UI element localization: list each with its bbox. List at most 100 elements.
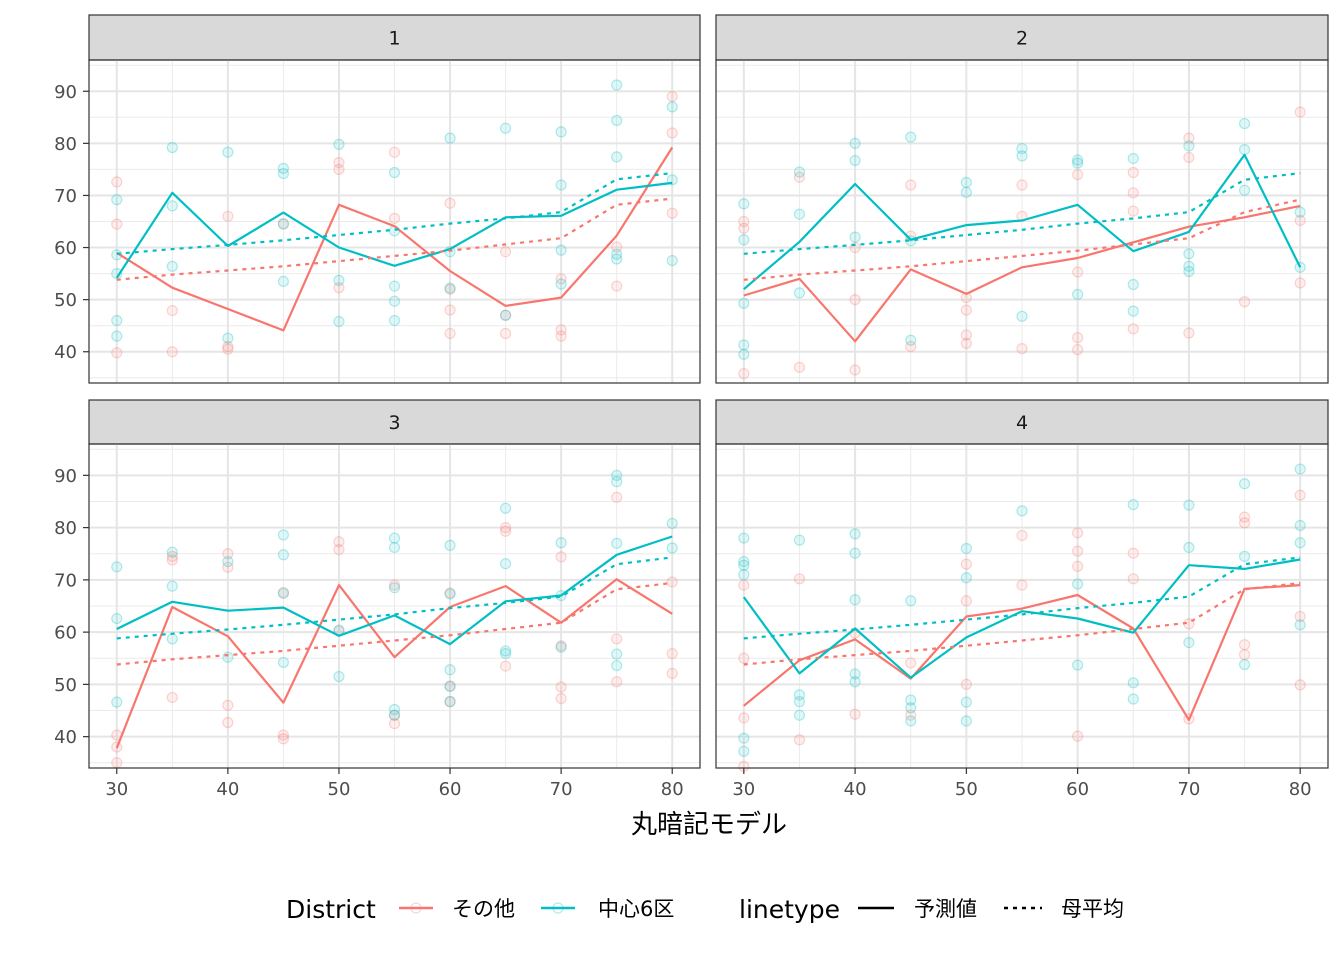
data-point	[738, 569, 750, 581]
data-point	[499, 122, 512, 134]
y-tick-label: 70	[54, 186, 77, 207]
data-point	[222, 561, 234, 573]
data-point	[793, 689, 806, 701]
data-point	[555, 278, 567, 290]
data-point	[611, 253, 623, 265]
data-point	[222, 340, 234, 353]
data-point	[793, 734, 806, 746]
data-point	[960, 304, 972, 316]
data-point	[499, 525, 512, 537]
data-point	[1238, 144, 1251, 156]
data-point	[1127, 547, 1139, 559]
data-point	[960, 696, 972, 708]
data-point	[555, 537, 567, 549]
data-point	[905, 340, 917, 353]
points-その他	[738, 106, 1306, 380]
x-tick-label: 50	[955, 779, 978, 800]
data-point	[849, 231, 861, 243]
data-point	[905, 595, 917, 607]
data-point	[444, 283, 456, 295]
data-point	[444, 197, 456, 209]
series-line	[115, 181, 673, 279]
data-point	[960, 186, 972, 198]
data-point	[793, 287, 806, 299]
data-point	[166, 260, 178, 272]
x-tick-label: 70	[1177, 779, 1200, 800]
data-point	[499, 246, 512, 258]
data-point	[960, 291, 972, 304]
strip-label-3: 3	[388, 412, 400, 434]
legend: District その他 中心6区 linetype 予測値 母平均	[286, 895, 1124, 924]
data-point	[1072, 578, 1084, 590]
data-point	[555, 179, 567, 191]
y-tick-label: 70	[54, 570, 77, 591]
data-point	[1072, 659, 1084, 671]
data-point	[222, 555, 234, 568]
data-point	[1294, 106, 1306, 118]
data-point	[499, 647, 512, 660]
data-point	[388, 541, 401, 554]
strip-2	[715, 14, 1329, 61]
data-point	[1072, 266, 1084, 278]
data-point	[793, 171, 806, 183]
data-point	[388, 582, 401, 594]
data-point	[111, 218, 123, 230]
data-point	[222, 548, 234, 560]
data-point	[666, 101, 678, 113]
data-point	[388, 166, 401, 179]
strip-label-1: 1	[388, 28, 400, 50]
data-point	[1127, 187, 1139, 199]
series-line	[116, 172, 673, 255]
strip-3	[88, 399, 701, 445]
data-point	[960, 542, 972, 555]
data-point	[738, 555, 750, 568]
data-point	[1238, 478, 1251, 490]
data-point	[666, 576, 678, 588]
data-point	[555, 244, 567, 256]
data-point	[444, 696, 456, 708]
data-point	[793, 166, 806, 178]
data-point	[1294, 619, 1306, 631]
data-point	[111, 612, 123, 625]
series-line	[116, 146, 674, 332]
data-point	[1183, 260, 1195, 272]
x-tick-label: 30	[105, 779, 128, 800]
data-point	[849, 676, 861, 688]
data-point	[1127, 205, 1139, 217]
data-point	[166, 550, 178, 562]
data-point	[611, 241, 623, 253]
data-point	[166, 200, 178, 212]
x-tick-label: 40	[844, 779, 867, 800]
data-point	[1238, 511, 1251, 523]
data-point	[849, 294, 861, 306]
data-point	[555, 273, 567, 285]
data-point	[388, 703, 401, 716]
data-point	[1183, 132, 1195, 144]
data-point	[738, 368, 750, 380]
legend-linetype-title: linetype	[739, 895, 840, 924]
data-point	[444, 588, 456, 600]
data-point	[1016, 179, 1028, 191]
data-point	[388, 579, 401, 591]
data-point	[388, 709, 401, 721]
data-point	[555, 551, 567, 563]
data-point	[738, 732, 750, 744]
data-point	[793, 534, 806, 546]
series-line	[115, 578, 673, 749]
legend-label-center6: 中心6区	[598, 897, 674, 921]
data-point	[793, 573, 806, 585]
data-point	[1183, 499, 1195, 511]
data-point	[444, 664, 456, 676]
data-point	[1294, 679, 1306, 691]
data-point	[1294, 214, 1306, 227]
data-point	[738, 559, 750, 571]
data-point	[444, 587, 456, 599]
gridlines	[716, 60, 1328, 383]
data-point	[905, 131, 917, 143]
y-tick-label: 60	[54, 238, 77, 259]
data-point	[666, 517, 678, 530]
data-point	[1183, 265, 1195, 278]
x-tick-label: 80	[661, 779, 684, 800]
y-tick-label: 80	[54, 518, 77, 539]
series-line	[743, 584, 1301, 722]
